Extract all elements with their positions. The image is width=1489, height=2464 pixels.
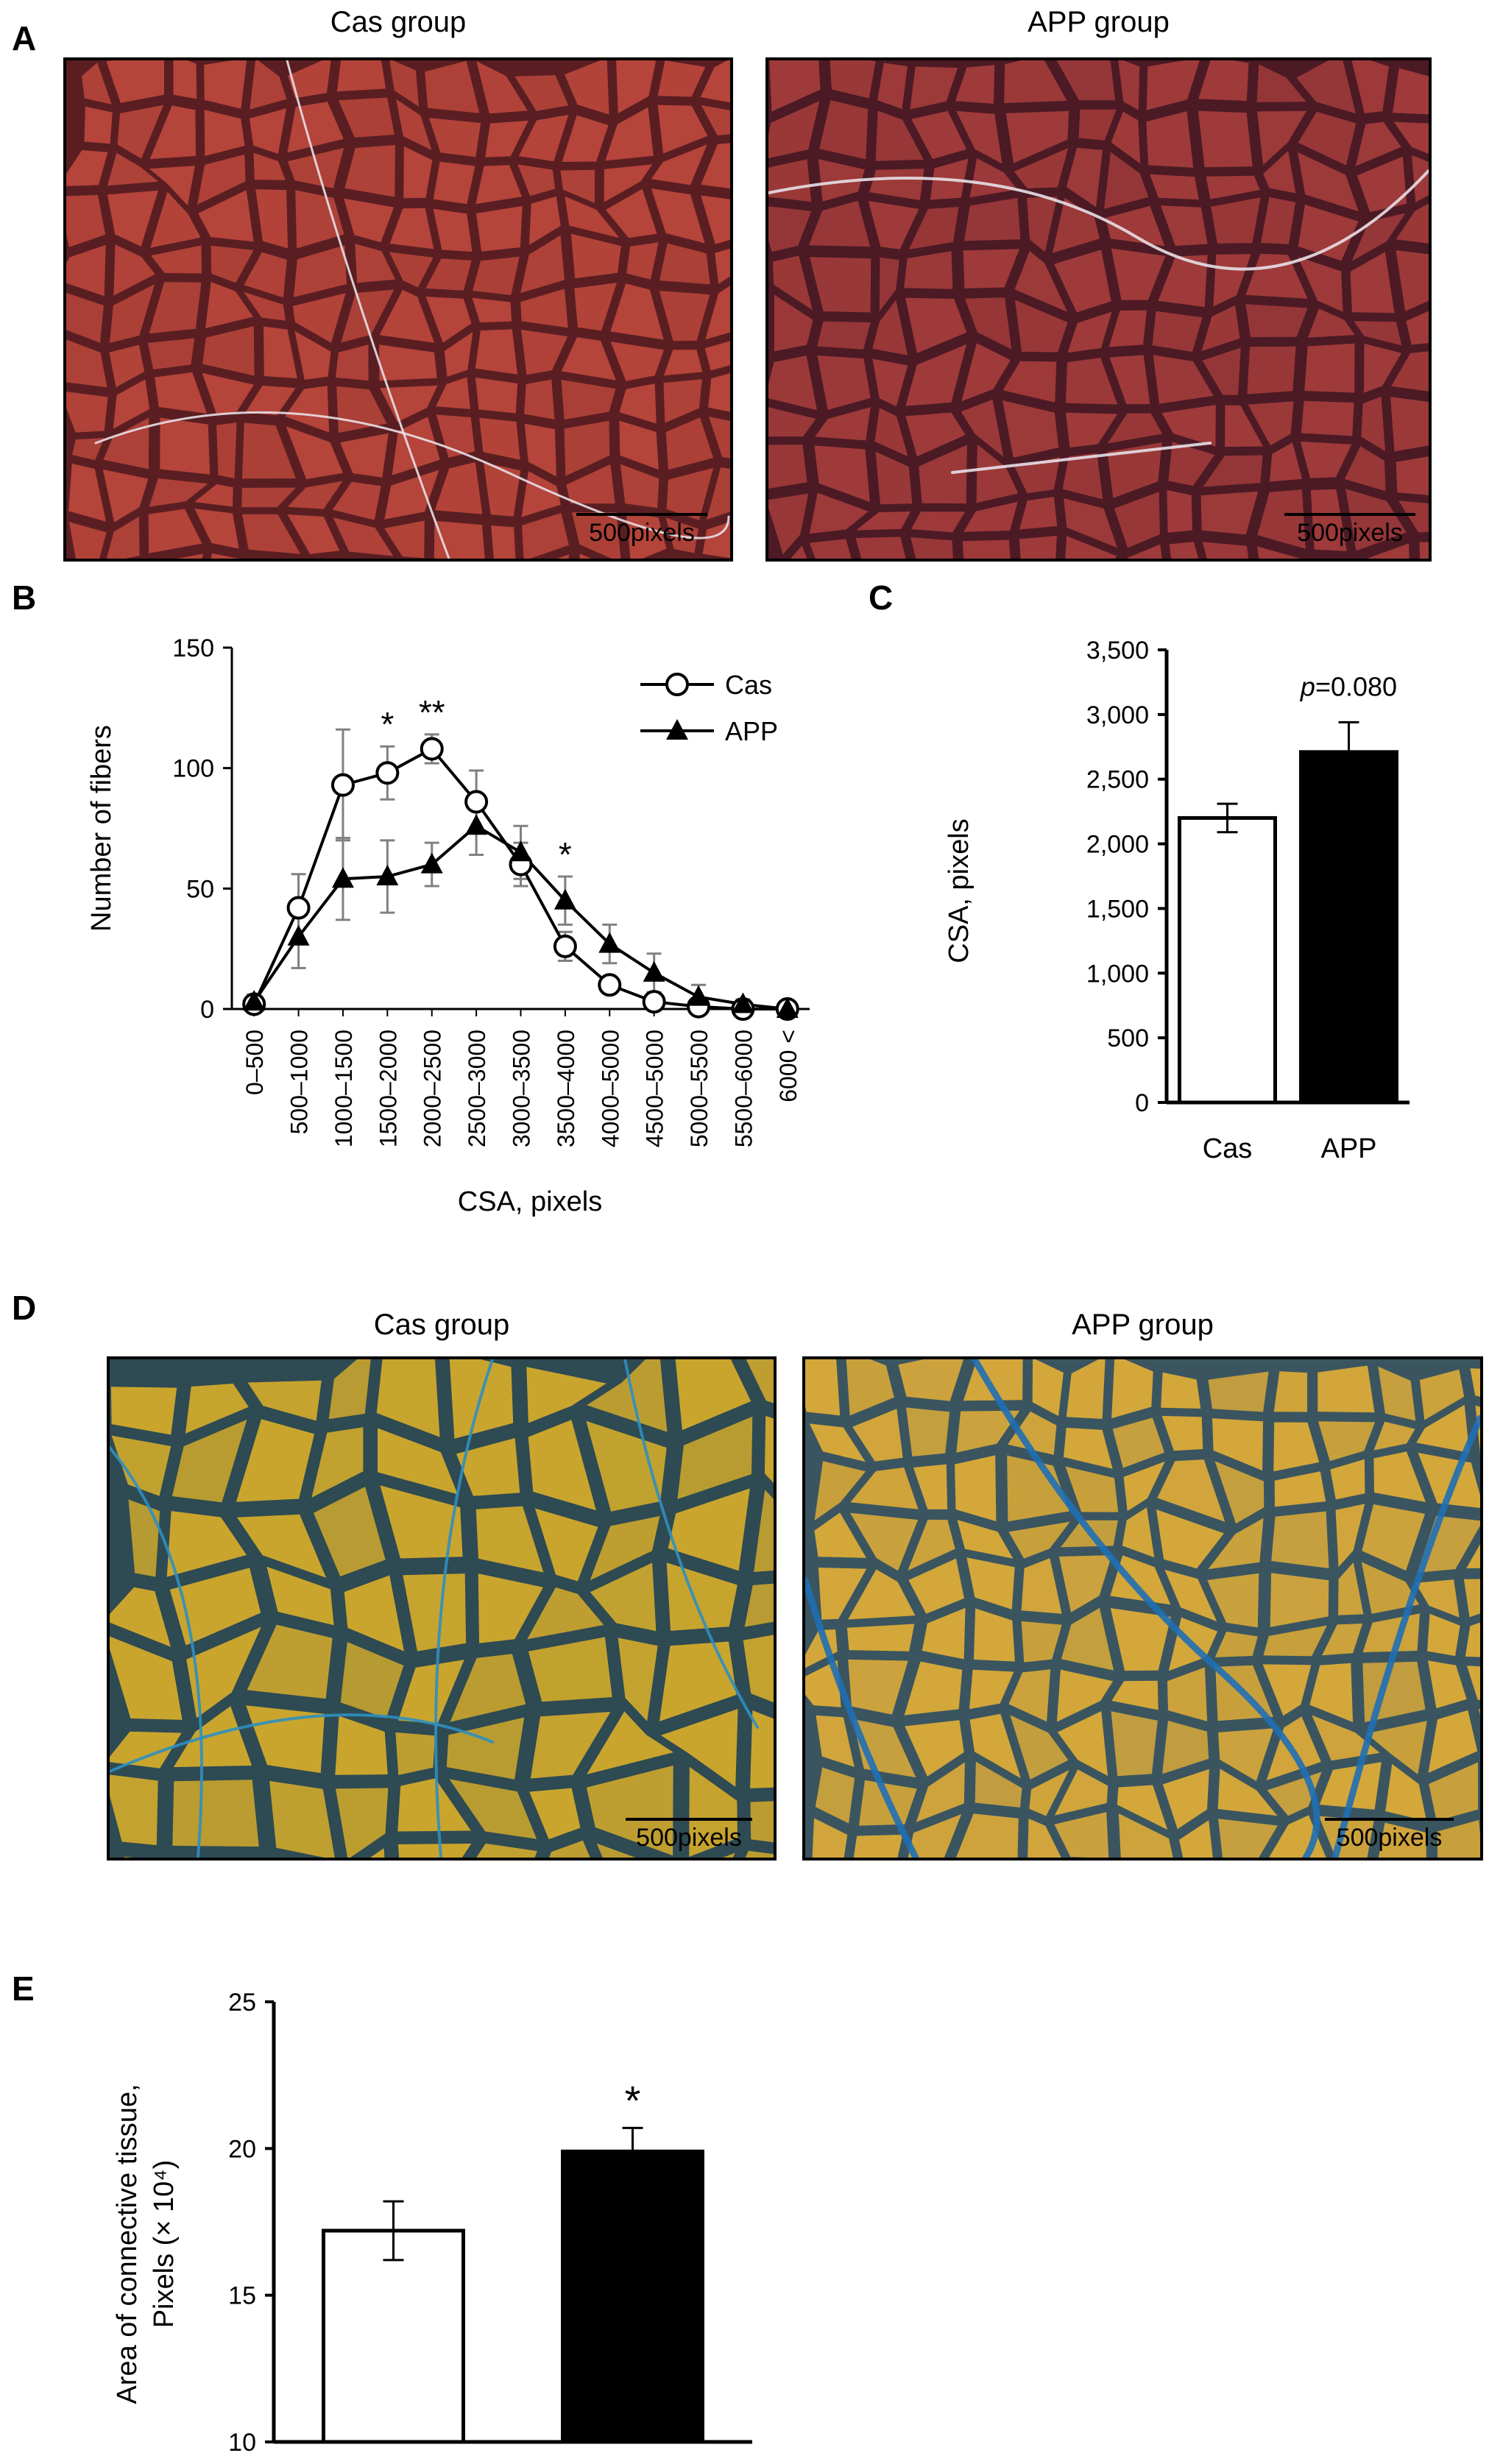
bar-app — [561, 2149, 704, 2444]
panel-letter-c: C — [869, 578, 894, 617]
y-axis-title: CSA, pixels — [944, 818, 975, 963]
x-tick-label: 3500–4000 — [553, 1030, 579, 1147]
y-tick-label: 500 — [1107, 1024, 1149, 1052]
x-tick-label: 2500–3000 — [464, 1030, 490, 1147]
panel-letter-b: B — [12, 578, 37, 617]
y-tick-label: 100 — [172, 755, 214, 783]
y-tick-label: 0 — [200, 996, 214, 1024]
x-axis-title: CSA, pixels — [458, 1186, 602, 1217]
panel-d-right-title: APP group — [1072, 1309, 1214, 1341]
significance-marker: ** — [419, 693, 445, 732]
y-axis-title-line-1: Area of connective tissue, — [112, 2084, 143, 2404]
data-point-app — [331, 867, 354, 888]
x-tick-label: 1500–2000 — [375, 1030, 401, 1147]
x-tick-label: 4000–5000 — [597, 1030, 623, 1147]
x-tick-label: 5500–6000 — [730, 1030, 757, 1147]
data-point-cas — [464, 790, 489, 814]
data-point-app — [776, 997, 799, 1018]
panel-d-left-title: Cas group — [373, 1309, 510, 1341]
x-tick-label: 1000–1500 — [330, 1030, 357, 1147]
panel-c-bar-chart: 0 500 1,000 1,500 2,000 2,500 3,000 3,500 Cas APP… — [944, 637, 1410, 1164]
y-tick-label: 50 — [186, 875, 214, 903]
y-tick-label: 2,000 — [1086, 831, 1149, 859]
y-tick-label: 0 — [1135, 1089, 1149, 1117]
y-axis-title: Number of fibers — [86, 725, 117, 932]
panel-b-line-chart: 0 50 100 150 0–500 500–1000 1000–1500 1500–2000… — [86, 634, 810, 1217]
scale-label: 500pixels — [1336, 1824, 1443, 1852]
data-point-app — [509, 840, 532, 862]
panel-a-right-title: APP group — [1028, 6, 1170, 38]
panel-a-cas-micrograph — [63, 57, 733, 562]
y-tick-label: 150 — [172, 634, 214, 662]
data-point-cas — [642, 990, 666, 1014]
legend-marker-cas — [665, 673, 689, 696]
tissue-texture — [66, 60, 730, 559]
bar-cas — [1178, 815, 1277, 1105]
panel-a-app-micrograph — [765, 57, 1432, 562]
data-point-app — [687, 985, 710, 1006]
significance-marker: * — [625, 2077, 641, 2123]
panel-e-bar-chart: 10152025CasAPP*Area of connective tissue… — [112, 1989, 752, 2457]
y-tick-label: 15 — [228, 2282, 256, 2310]
panel-letter-e: E — [12, 1969, 35, 2008]
category-label-app: APP — [1320, 1133, 1376, 1164]
data-point-app — [243, 990, 266, 1011]
y-tick-label: 25 — [228, 1989, 256, 2017]
y-tick-label: 3,500 — [1086, 637, 1149, 665]
bar-cas — [322, 2228, 465, 2444]
x-tick-label: 2000–2500 — [420, 1030, 446, 1147]
x-tick-label: 5000–5500 — [686, 1030, 712, 1147]
data-point-app — [287, 924, 310, 946]
panel-a-left-title: Cas group — [330, 6, 467, 38]
tissue-texture — [110, 1359, 774, 1858]
data-point-app — [643, 960, 665, 982]
y-tick-label: 2,500 — [1086, 766, 1149, 794]
y-tick-label: 10 — [228, 2429, 256, 2457]
data-point-cas — [375, 761, 400, 785]
bar-app — [1299, 750, 1398, 1105]
y-tick-label: 1,000 — [1086, 960, 1149, 988]
data-point-app — [465, 814, 488, 835]
data-point-cas — [598, 973, 622, 997]
y-tick-label: 1,500 — [1086, 895, 1149, 923]
legend-marker-app — [666, 719, 688, 740]
y-tick-label: 3,000 — [1086, 701, 1149, 729]
panel-letter-d: D — [12, 1289, 37, 1327]
x-tick-label: 4500–5000 — [642, 1030, 668, 1147]
significance-marker: * — [381, 705, 394, 743]
scale-label: 500pixels — [589, 519, 695, 547]
data-point-cas — [330, 773, 355, 797]
legend-label-app: APP — [725, 716, 778, 746]
x-tick-label: 0–500 — [241, 1030, 268, 1095]
data-point-cas — [553, 934, 577, 958]
panel-letter-a: A — [12, 19, 37, 57]
panel-d-app-micrograph — [802, 1356, 1483, 1861]
scale-label: 500pixels — [1297, 519, 1403, 547]
significance-marker: * — [559, 835, 572, 874]
y-tick-label: 20 — [228, 2135, 256, 2163]
tissue-texture — [805, 1359, 1480, 1858]
data-point-app — [420, 852, 443, 874]
p-value-annotation: p=0.080 — [1300, 671, 1397, 701]
y-axis-title-line-2: Pixels (× 10⁴) — [149, 2160, 180, 2329]
x-tick-label: 6000 < — [775, 1030, 802, 1102]
data-point-app — [732, 992, 754, 1013]
legend-label-cas: Cas — [725, 670, 772, 700]
data-point-cas — [286, 896, 311, 920]
data-point-app — [376, 864, 399, 885]
scale-label: 500pixels — [636, 1824, 742, 1852]
tissue-texture — [768, 60, 1429, 559]
panel-d-cas-micrograph — [107, 1356, 777, 1861]
x-tick-label: 3000–3500 — [509, 1030, 535, 1147]
data-point-app — [553, 888, 576, 910]
data-point-cas — [420, 737, 444, 761]
data-point-app — [598, 932, 621, 953]
category-label-cas: Cas — [1203, 1133, 1253, 1164]
x-tick-label: 500–1000 — [286, 1030, 313, 1134]
